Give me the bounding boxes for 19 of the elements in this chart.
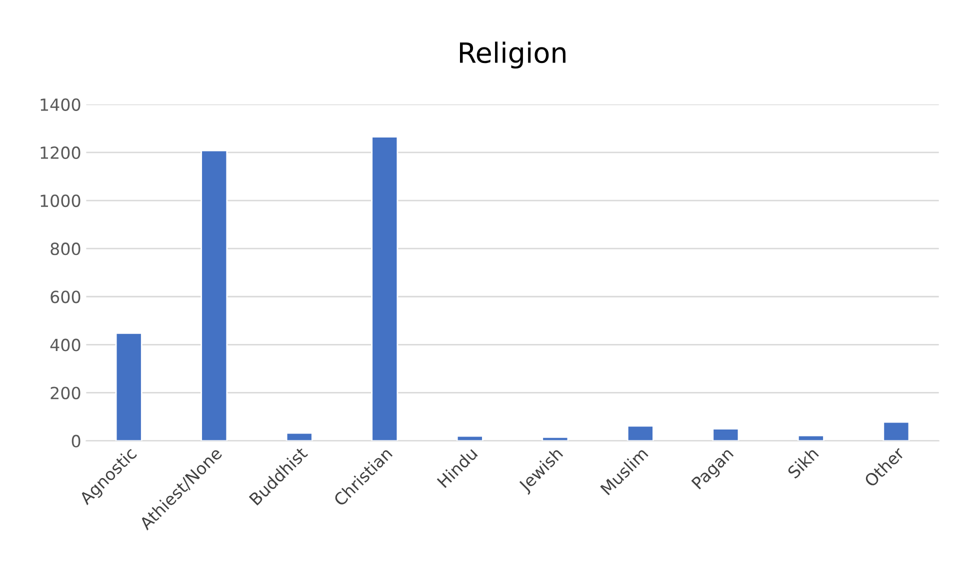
bar bbox=[371, 136, 398, 441]
bar bbox=[882, 421, 910, 441]
y-tick-label: 1200 bbox=[40, 146, 80, 160]
y-tick-label: 400 bbox=[50, 338, 80, 352]
bar bbox=[626, 425, 654, 441]
y-tick-label: 1400 bbox=[40, 98, 80, 111]
y-tick-label: 1000 bbox=[40, 194, 80, 208]
bar bbox=[286, 432, 313, 441]
y-tick-label: 0 bbox=[72, 434, 80, 448]
bar bbox=[712, 428, 740, 441]
chart-title: Religion bbox=[460, 42, 566, 69]
bar bbox=[456, 435, 484, 441]
y-tick-label: 800 bbox=[50, 242, 80, 256]
y-tick-label: 600 bbox=[50, 290, 80, 304]
bar bbox=[115, 332, 142, 441]
bar bbox=[542, 436, 569, 441]
y-tick-label: 200 bbox=[50, 386, 80, 400]
bar bbox=[797, 434, 824, 441]
bar bbox=[200, 150, 228, 441]
